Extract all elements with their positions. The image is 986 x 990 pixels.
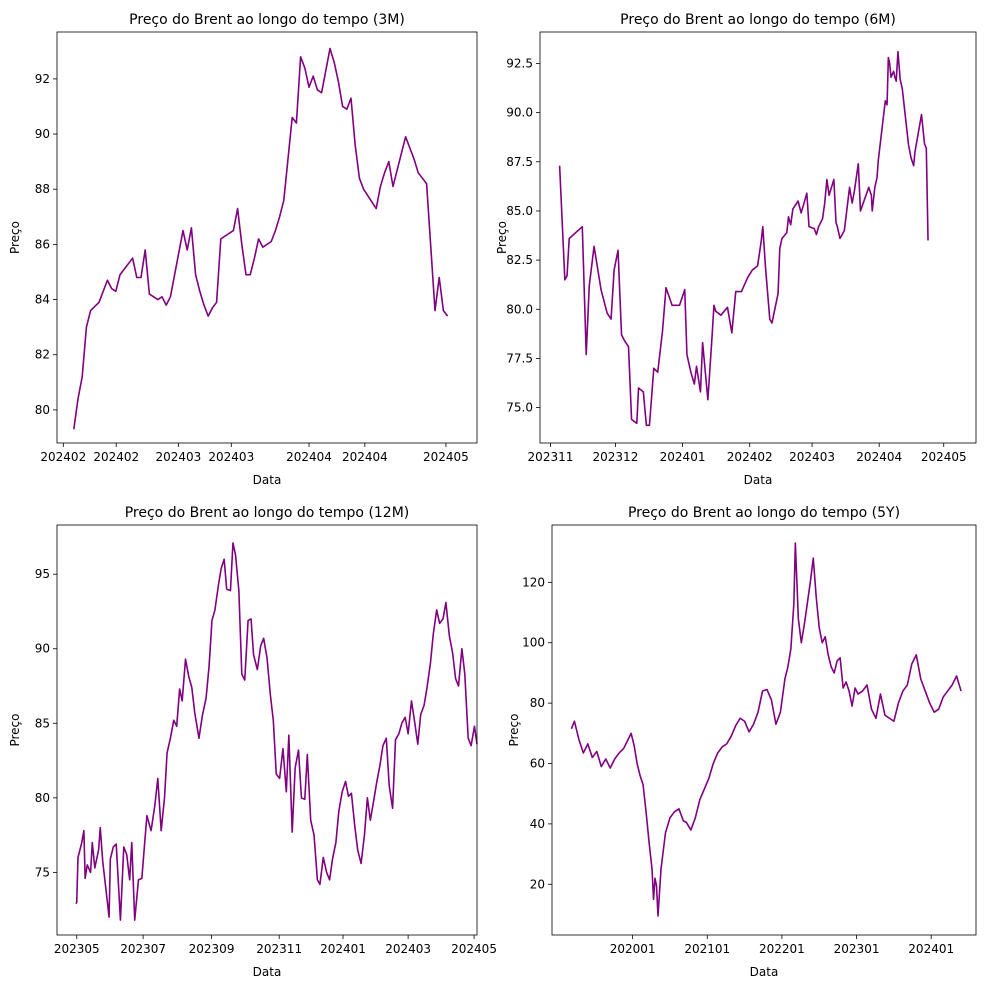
x-tick-label: 202401 — [320, 942, 366, 956]
x-tick-label: 202403 — [208, 450, 254, 464]
x-tick-label: 202402 — [93, 450, 139, 464]
x-tick-label: 202404 — [342, 450, 388, 464]
chart-title: Preço do Brent ao longo do tempo (12M) — [125, 505, 410, 521]
y-axis-label: Preço — [495, 221, 509, 254]
y-axis-label: Preço — [507, 713, 521, 746]
y-tick-label: 77.5 — [506, 351, 533, 365]
x-tick-label: 202405 — [423, 450, 469, 464]
x-tick-label: 202404 — [856, 450, 902, 464]
plot-frame — [539, 31, 977, 444]
x-tick-label: 202309 — [189, 942, 235, 956]
y-tick-label: 85.0 — [506, 204, 533, 218]
y-axis-label: Preço — [8, 713, 22, 746]
series-line — [75, 542, 478, 921]
x-tick-label: 202001 — [610, 942, 656, 956]
y-tick-label: 120 — [522, 575, 545, 589]
x-tick-label: 202311 — [256, 942, 302, 956]
y-tick-label: 85 — [35, 716, 50, 730]
plot-frame — [56, 31, 478, 444]
chart-panel-1: Preço do Brent ao longo do tempo (3M) Dat… — [8, 12, 478, 487]
x-tick-label: 202403 — [155, 450, 201, 464]
series-line — [558, 50, 929, 427]
x-axis-label: Data — [750, 965, 779, 979]
x-axis-label: Data — [253, 965, 282, 979]
chart-panel-3: Preço do Brent ao longo do tempo (12M) Da… — [8, 505, 497, 979]
y-tick-label: 90 — [35, 642, 50, 656]
y-tick-label: 80 — [35, 791, 50, 805]
chart-panel-2: Preço do Brent ao longo do tempo (6M) Dat… — [495, 12, 977, 487]
y-tick-label: 86 — [35, 237, 50, 251]
chart-title: Preço do Brent ao longo do tempo (6M) — [620, 12, 896, 28]
x-tick-label: 202101 — [684, 942, 730, 956]
y-tick-label: 95 — [35, 567, 50, 581]
y-tick-label: 80 — [530, 696, 545, 710]
series-line — [570, 542, 962, 917]
y-tick-label: 90.0 — [506, 106, 533, 120]
chart-panel-4: Preço do Brent ao longo do tempo (5Y) Dat… — [507, 505, 977, 979]
x-tick-label: 202405 — [451, 942, 497, 956]
x-axis-label: Data — [253, 473, 282, 487]
x-tick-label: 202404 — [286, 450, 332, 464]
x-tick-label: 202403 — [789, 450, 835, 464]
x-tick-label: 202401 — [660, 450, 706, 464]
x-tick-label: 202305 — [54, 942, 100, 956]
x-tick-label: 202311 — [528, 450, 574, 464]
plot-frame — [56, 524, 478, 936]
y-tick-label: 88 — [35, 182, 50, 196]
x-tick-label: 202401 — [908, 942, 954, 956]
y-tick-label: 84 — [35, 293, 50, 307]
x-tick-label: 202402 — [727, 450, 773, 464]
chart-title: Preço do Brent ao longo do tempo (5Y) — [628, 505, 900, 521]
x-tick-label: 202301 — [834, 942, 880, 956]
x-tick-label: 202307 — [120, 942, 166, 956]
y-tick-label: 90 — [35, 127, 50, 141]
x-tick-label: 202402 — [40, 450, 86, 464]
y-tick-label: 75.0 — [506, 401, 533, 415]
series-line — [73, 47, 449, 430]
y-tick-label: 87.5 — [506, 155, 533, 169]
x-axis-label: Data — [744, 473, 773, 487]
plot-frame — [551, 524, 977, 936]
y-tick-label: 60 — [530, 757, 545, 771]
x-tick-label: 202403 — [385, 942, 431, 956]
y-tick-label: 82 — [35, 348, 50, 362]
x-tick-label: 202312 — [593, 450, 639, 464]
y-tick-label: 75 — [35, 865, 50, 879]
y-axis-label: Preço — [8, 221, 22, 254]
y-tick-label: 80.0 — [506, 302, 533, 316]
y-tick-label: 80 — [35, 403, 50, 417]
y-tick-label: 82.5 — [506, 253, 533, 267]
y-tick-label: 20 — [530, 877, 545, 891]
chart-title: Preço do Brent ao longo do tempo (3M) — [129, 12, 405, 28]
x-tick-label: 202405 — [921, 450, 967, 464]
y-tick-label: 100 — [522, 636, 545, 650]
x-tick-label: 202201 — [759, 942, 805, 956]
y-tick-label: 92.5 — [506, 56, 533, 70]
y-tick-label: 40 — [530, 817, 545, 831]
y-tick-label: 92 — [35, 72, 50, 86]
